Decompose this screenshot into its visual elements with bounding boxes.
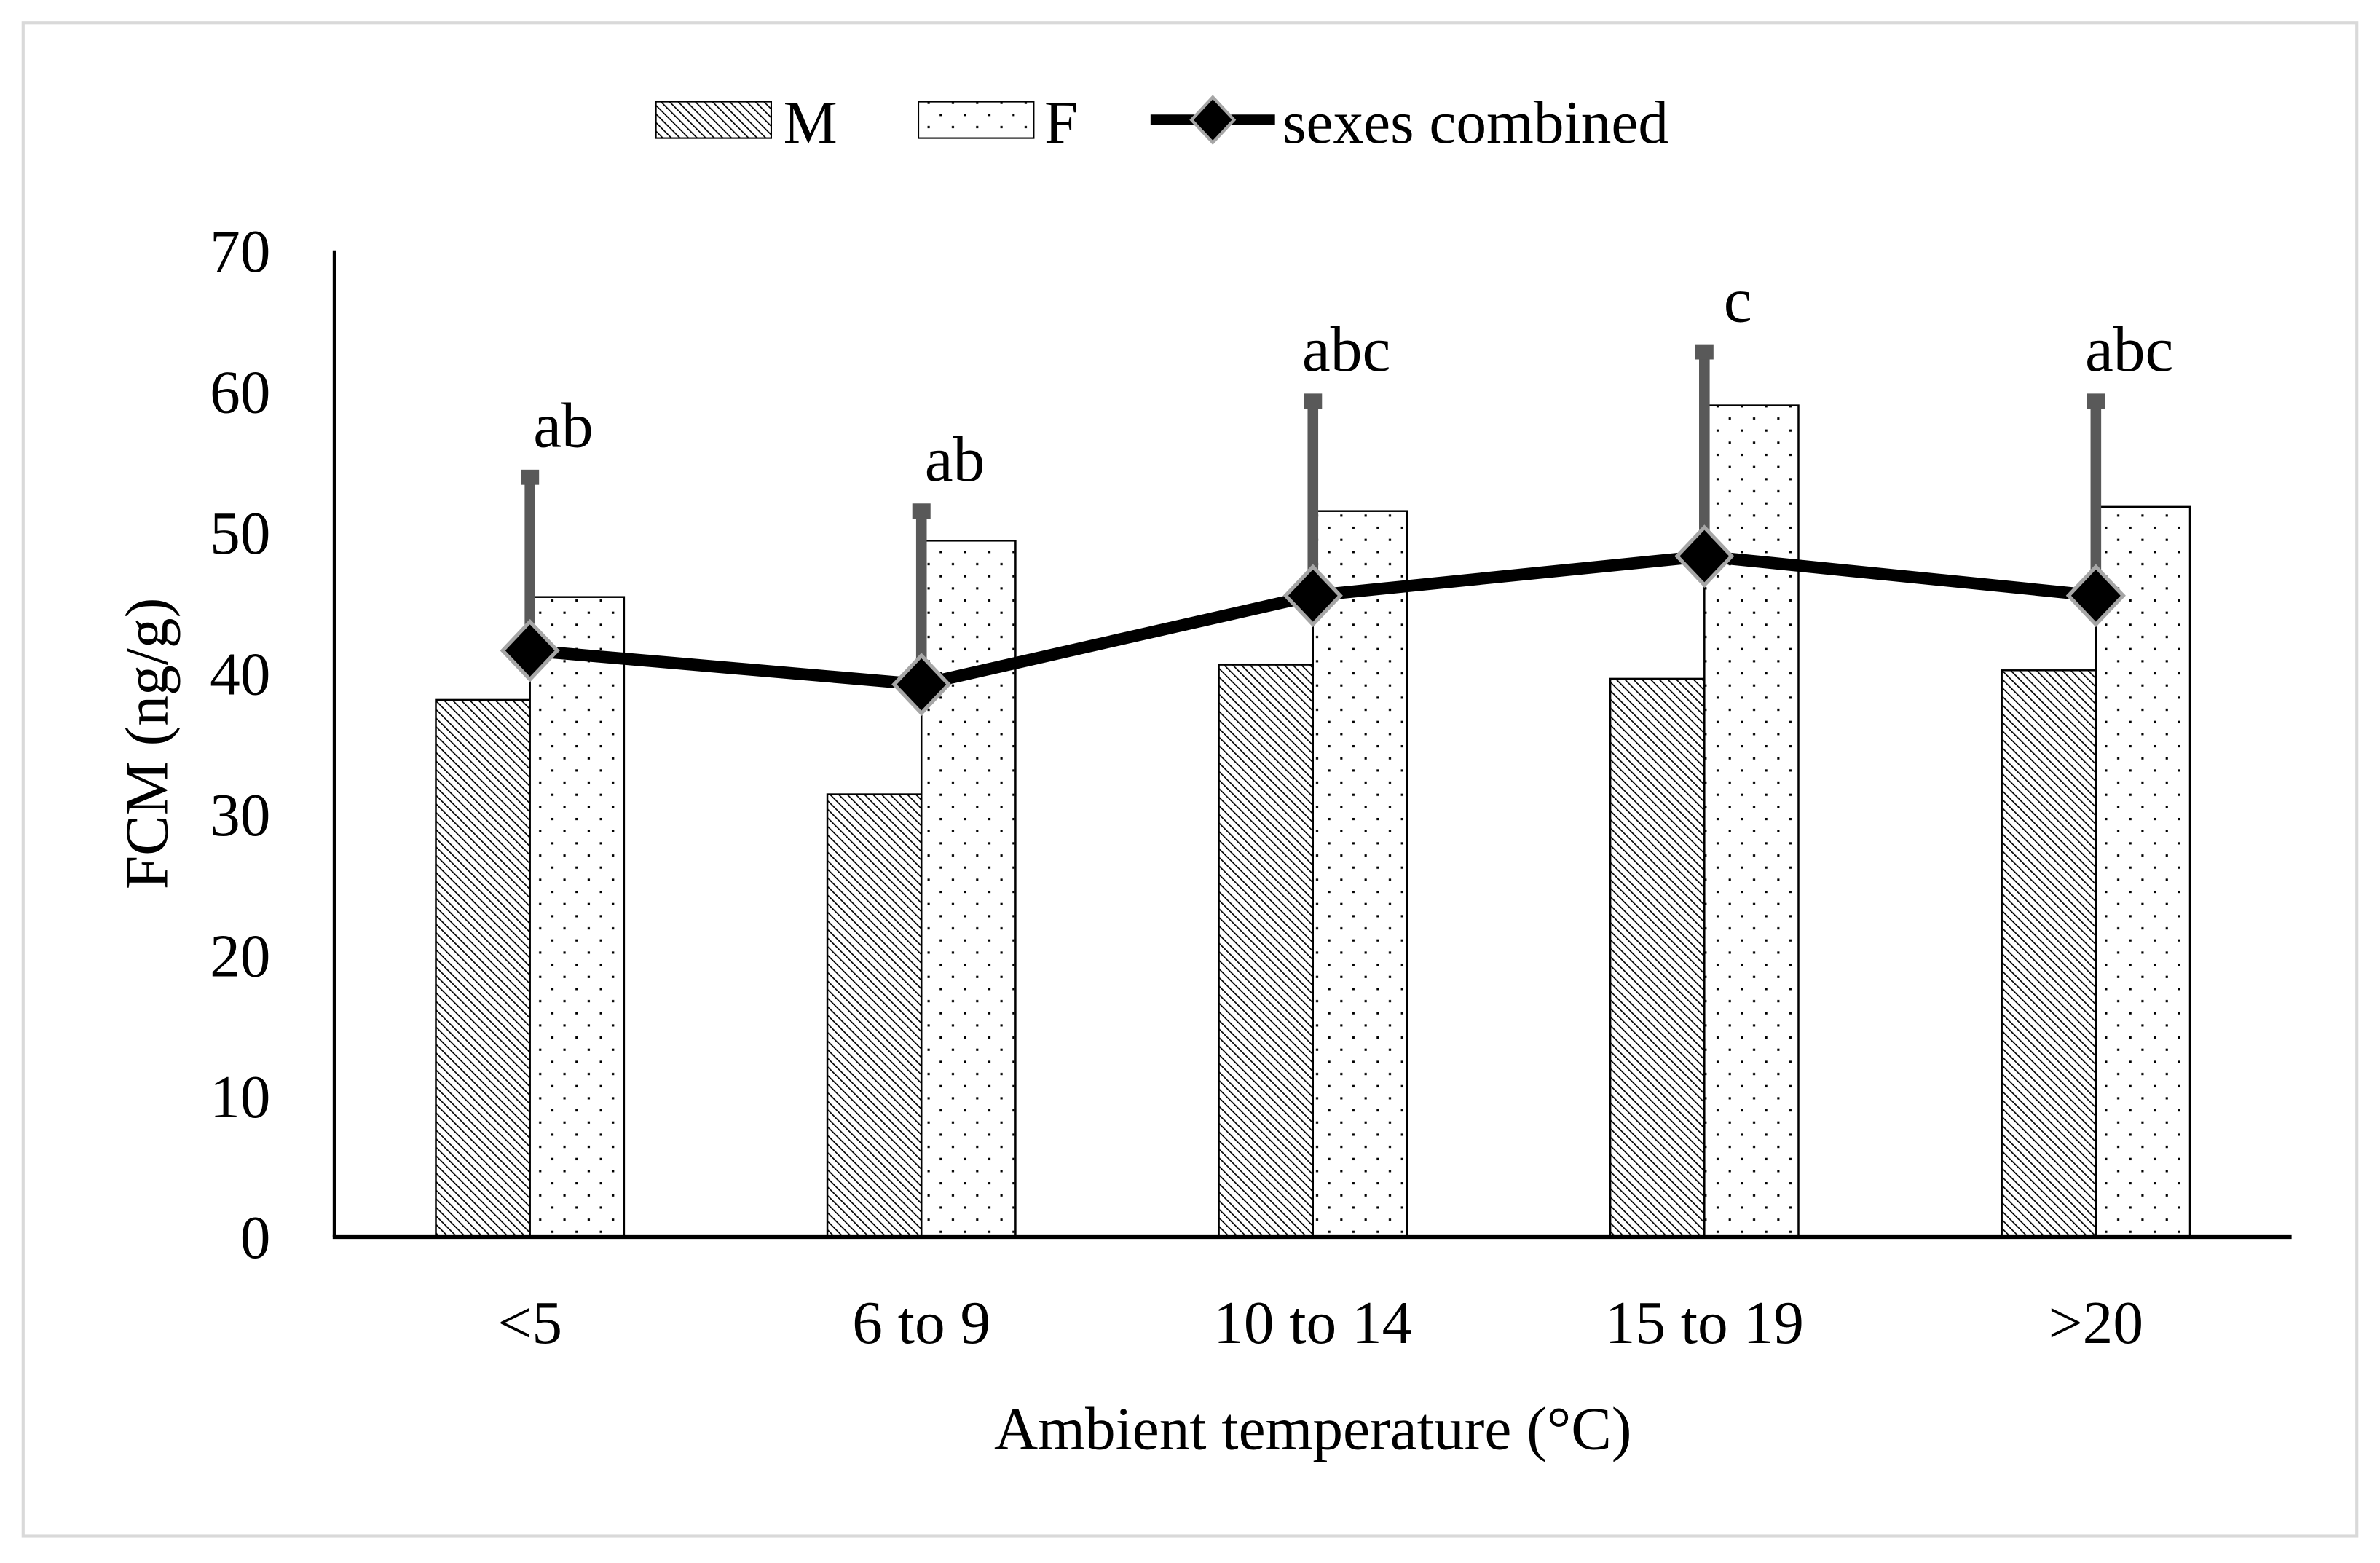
significance-label: abc (2085, 314, 2173, 385)
error-bar-cap (1304, 393, 1323, 409)
x-axis-label: Ambient temperature (°C) (994, 1396, 1632, 1463)
x-tick-label: 10 to 14 (1213, 1290, 1412, 1357)
significance-label: abc (1302, 314, 1390, 385)
bar-f (1703, 404, 1800, 1238)
bar-f (1312, 510, 1408, 1238)
legend-label-m: M (784, 90, 838, 157)
bar-f (2095, 505, 2191, 1238)
marker-sexes-combined (2065, 564, 2126, 628)
error-bar-cap (912, 503, 931, 519)
legend: M F sexes combined (655, 90, 1668, 157)
bar-m (826, 793, 923, 1238)
y-tick-label: 40 (210, 641, 270, 708)
x-tick-label: 15 to 19 (1605, 1290, 1804, 1357)
significance-label: ab (533, 390, 594, 461)
marker-sexes-combined (1282, 564, 1343, 628)
marker-sexes-combined (1674, 524, 1735, 588)
chart-border (21, 21, 2359, 1538)
x-tick-label: 6 to 9 (852, 1290, 990, 1357)
legend-swatch-f (918, 101, 1035, 139)
legend-swatch-m (655, 101, 772, 139)
bar-m (2001, 669, 2097, 1238)
bar-f (920, 540, 1017, 1238)
y-tick-label: 60 (210, 359, 270, 426)
legend-label-combined: sexes combined (1282, 90, 1668, 157)
x-tick-label: >20 (2049, 1290, 2143, 1357)
error-bar-cap (1695, 344, 1714, 360)
marker-sexes-combined (500, 618, 560, 682)
bar-m (435, 698, 531, 1238)
error-bar-cap (2087, 393, 2105, 409)
y-axis-label: FCM (ng/g) (114, 598, 181, 890)
y-tick-label: 50 (210, 500, 270, 567)
legend-marker-combined (1189, 95, 1237, 145)
y-tick-label: 70 (210, 218, 270, 286)
y-tick-label: 0 (240, 1205, 271, 1272)
y-tick-label: 10 (210, 1064, 270, 1131)
error-bar-cap (521, 469, 540, 485)
significance-label: ab (925, 424, 985, 495)
y-tick-label: 20 (210, 923, 270, 990)
significance-label: c (1724, 264, 1752, 335)
bar-m (1609, 677, 1706, 1238)
bar-m (1218, 664, 1315, 1238)
legend-label-f: F (1044, 90, 1078, 157)
y-tick-label: 30 (210, 782, 270, 849)
x-tick-label: <5 (497, 1290, 562, 1357)
bar-f (529, 596, 626, 1238)
marker-sexes-combined (891, 653, 952, 717)
